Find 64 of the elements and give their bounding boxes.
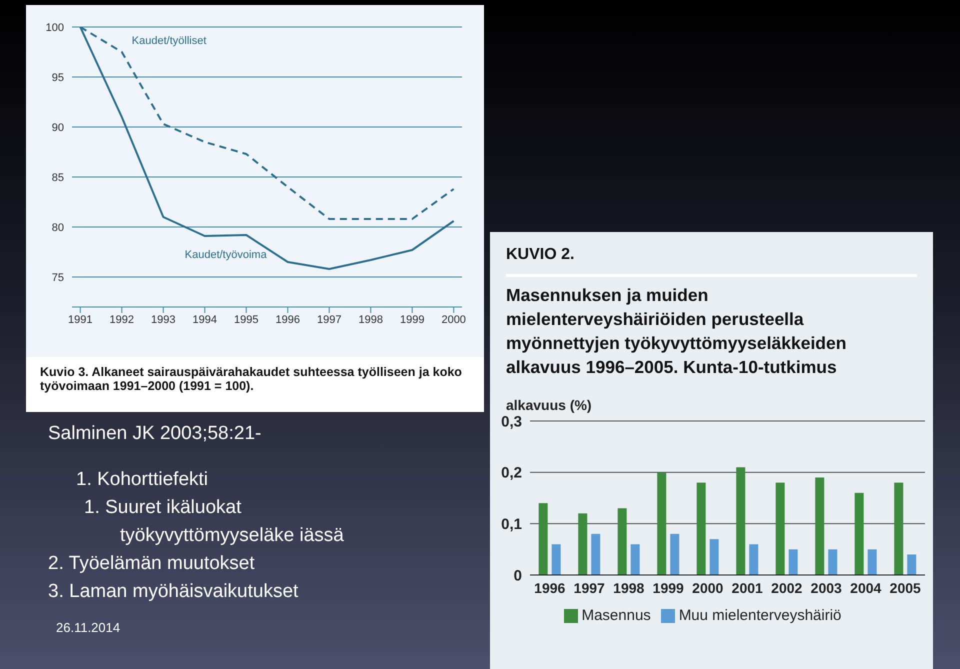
x-tick-label: 1996: [534, 580, 566, 596]
text: 1. Suuret ikäluokat työkyvyttömyyseläke iässä: [83, 496, 345, 548]
x-tick-label: 1996: [276, 314, 300, 326]
text: 26.11.2014: [56, 619, 122, 637]
bar: [749, 544, 758, 575]
text: Salminen JK 2003;58:21-: [48, 422, 262, 446]
chart-subtitle: Masennuksen ja muiden mielenterveyshäiriöiden perusteella myönnettyjen työkyvyttömyyseläkkeiden alkavuus 1996–2005. Kunta-10-tutkimus: [506, 284, 848, 379]
x-tick-label: 1999: [400, 314, 424, 326]
x-tick-label: 2004: [850, 580, 882, 596]
bar: [736, 467, 746, 575]
x-tick-label: 2000: [692, 580, 724, 596]
bar: [907, 554, 916, 575]
x-tick-label: 2000: [441, 314, 466, 326]
bar: [552, 544, 561, 575]
bar: [578, 513, 588, 575]
x-tick-label: 1997: [316, 314, 342, 326]
x-tick-label: 1994: [192, 314, 218, 326]
y-axis-title: alkavuus (%): [506, 397, 593, 413]
x-tick-label: 1991: [68, 314, 93, 326]
y-tick-label: 0,2: [501, 464, 522, 482]
bar: [894, 482, 904, 575]
bar: [776, 482, 785, 575]
bar: [670, 534, 680, 575]
x-tick-label: 1992: [110, 314, 134, 326]
y-tick-label: 100: [46, 22, 64, 34]
y-tick-label: 0,1: [501, 516, 522, 533]
y-tick-label: 85: [52, 172, 64, 184]
x-tick-label: 2003: [810, 580, 842, 596]
bar: [618, 508, 627, 575]
chart-title: KUVIO 2.: [506, 246, 576, 264]
x-tick-label: 2002: [771, 580, 803, 596]
x-tick-label: 1998: [613, 580, 645, 596]
text: 1. Kohorttiefekti: [75, 468, 210, 492]
bar: [788, 549, 798, 575]
bar: [630, 544, 640, 575]
x-tick-label: 2005: [890, 580, 922, 596]
y-tick-label: 80: [52, 222, 64, 234]
bar: [591, 534, 600, 575]
x-tick-label: 1998: [358, 314, 383, 326]
y-tick-label: 0,3: [501, 413, 522, 430]
series-label: Kaudet/työlliset: [132, 35, 206, 47]
legend-label: Muu mielenterveyshäiriö: [678, 607, 842, 624]
x-tick-label: 1993: [151, 314, 176, 326]
bar: [538, 503, 548, 575]
text: Kuvio 3. Alkaneet sairauspäivärahakaudet suhteessa työlliseen ja koko työvoimaan 1991–2000 (1991 = 100).: [39, 364, 463, 395]
x-tick-label: 1997: [574, 580, 606, 596]
y-tick-label: 95: [52, 72, 64, 84]
y-tick-label: 0: [514, 567, 522, 584]
bar: [854, 492, 864, 575]
bar: [657, 472, 666, 575]
x-tick-label: 1999: [652, 580, 684, 596]
x-tick-label: 2001: [732, 580, 764, 596]
bar: [815, 477, 824, 575]
y-tick-label: 75: [52, 272, 64, 284]
bar: [868, 549, 877, 575]
legend-label: Masennus: [582, 607, 651, 624]
text: 3. Laman myöhäisvaikutukset: [48, 580, 300, 604]
x-tick-label: 1995: [234, 314, 258, 326]
bar: [696, 482, 706, 575]
bar: [710, 539, 719, 575]
series-label: Kaudet/työvoima: [184, 249, 268, 261]
text: 2. Työelämän muutokset: [48, 552, 256, 576]
y-tick-label: 90: [52, 122, 64, 134]
bar: [828, 549, 838, 575]
